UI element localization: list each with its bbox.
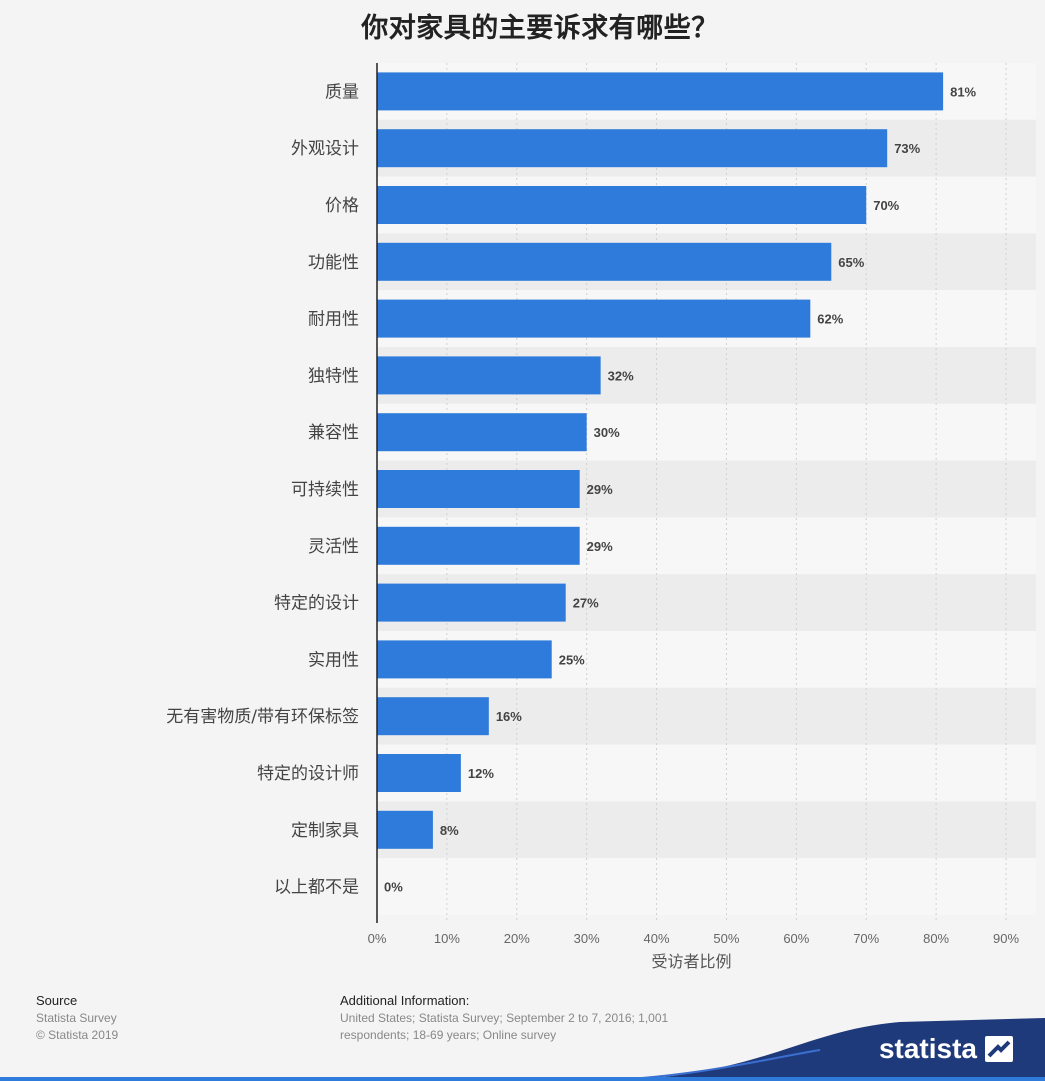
value-label: 29% [587,482,613,497]
brand-name: statista [878,1033,977,1064]
x-tick-label: 60% [783,931,809,946]
bar [377,697,489,736]
category-label: 特定的设计师 [257,764,359,784]
bar [377,470,580,508]
category-label: 功能性 [308,253,359,273]
category-label: 定制家具 [291,821,359,841]
statista-logo[interactable]: statista [879,1033,1013,1065]
category-label: 外观设计 [291,139,359,159]
category-label: 价格 [325,196,359,216]
bar [377,640,552,679]
bar [377,299,811,338]
bar [377,810,433,849]
row-band [377,801,1036,859]
bar [377,186,867,224]
value-label: 81% [950,84,976,99]
row-band [377,858,1036,915]
statista-mark-icon [985,1036,1013,1062]
info-heading: Additional Information: [340,993,470,1008]
info-line: United States; Statista Survey; Septembe… [340,1011,669,1025]
category-label: 耐用性 [308,310,359,330]
value-label: 12% [468,766,494,781]
x-tick-label: 90% [993,931,1019,946]
x-tick-label: 40% [644,931,670,946]
x-tick-label: 70% [853,931,879,946]
x-tick-label: 80% [923,931,949,946]
bar [377,526,580,565]
bar [377,129,888,168]
value-label: 27% [573,596,599,611]
x-tick-label: 10% [434,931,460,946]
category-label: 兼容性 [308,423,359,443]
bar [377,356,601,395]
value-label: 32% [608,368,634,383]
bar [377,754,461,792]
value-label: 29% [587,539,613,554]
footer-additional-info: Additional Information: United States; S… [340,993,700,1044]
category-label: 实用性 [308,650,359,670]
x-tick-label: 50% [713,931,739,946]
category-label: 无有害物质/带有环保标签 [166,707,359,727]
value-label: 8% [440,823,459,838]
value-label: 0% [384,880,403,895]
source-heading: Source [36,993,78,1008]
bar [377,72,944,111]
info-line: respondents; 18-69 years; Online survey [340,1028,557,1042]
value-label: 16% [496,709,522,724]
value-label: 73% [894,141,920,156]
bar [377,413,587,452]
footer-source: Source Statista Survey © Statista 2019 [36,993,118,1044]
value-label: 70% [873,198,899,213]
x-tick-label: 30% [574,931,600,946]
category-label: 质量 [325,82,359,102]
value-label: 25% [559,652,585,667]
x-tick-label: 0% [368,931,387,946]
bar-chart: 0% 10% 20% 30% 40% 50% 60% 70% 80% 90% 质量 81% 外观设计 73… [166,63,1036,971]
category-label: 特定的设计 [274,594,359,614]
category-label: 独特性 [308,366,359,386]
bar [377,583,566,622]
category-label: 以上都不是 [274,878,359,898]
x-axis-title: 受访者比例 [651,952,731,971]
x-tick-label: 20% [504,931,530,946]
category-label: 可持续性 [291,480,359,500]
category-label: 灵活性 [308,537,359,557]
source-line: © Statista 2019 [36,1028,119,1042]
bar [377,242,832,281]
source-line: Statista Survey [36,1011,117,1025]
row-band [377,744,1036,802]
page-title: 你对家具的主要诉求有哪些？ [361,13,719,44]
value-label: 62% [817,312,843,327]
value-label: 30% [594,425,620,440]
value-label: 65% [838,255,864,270]
